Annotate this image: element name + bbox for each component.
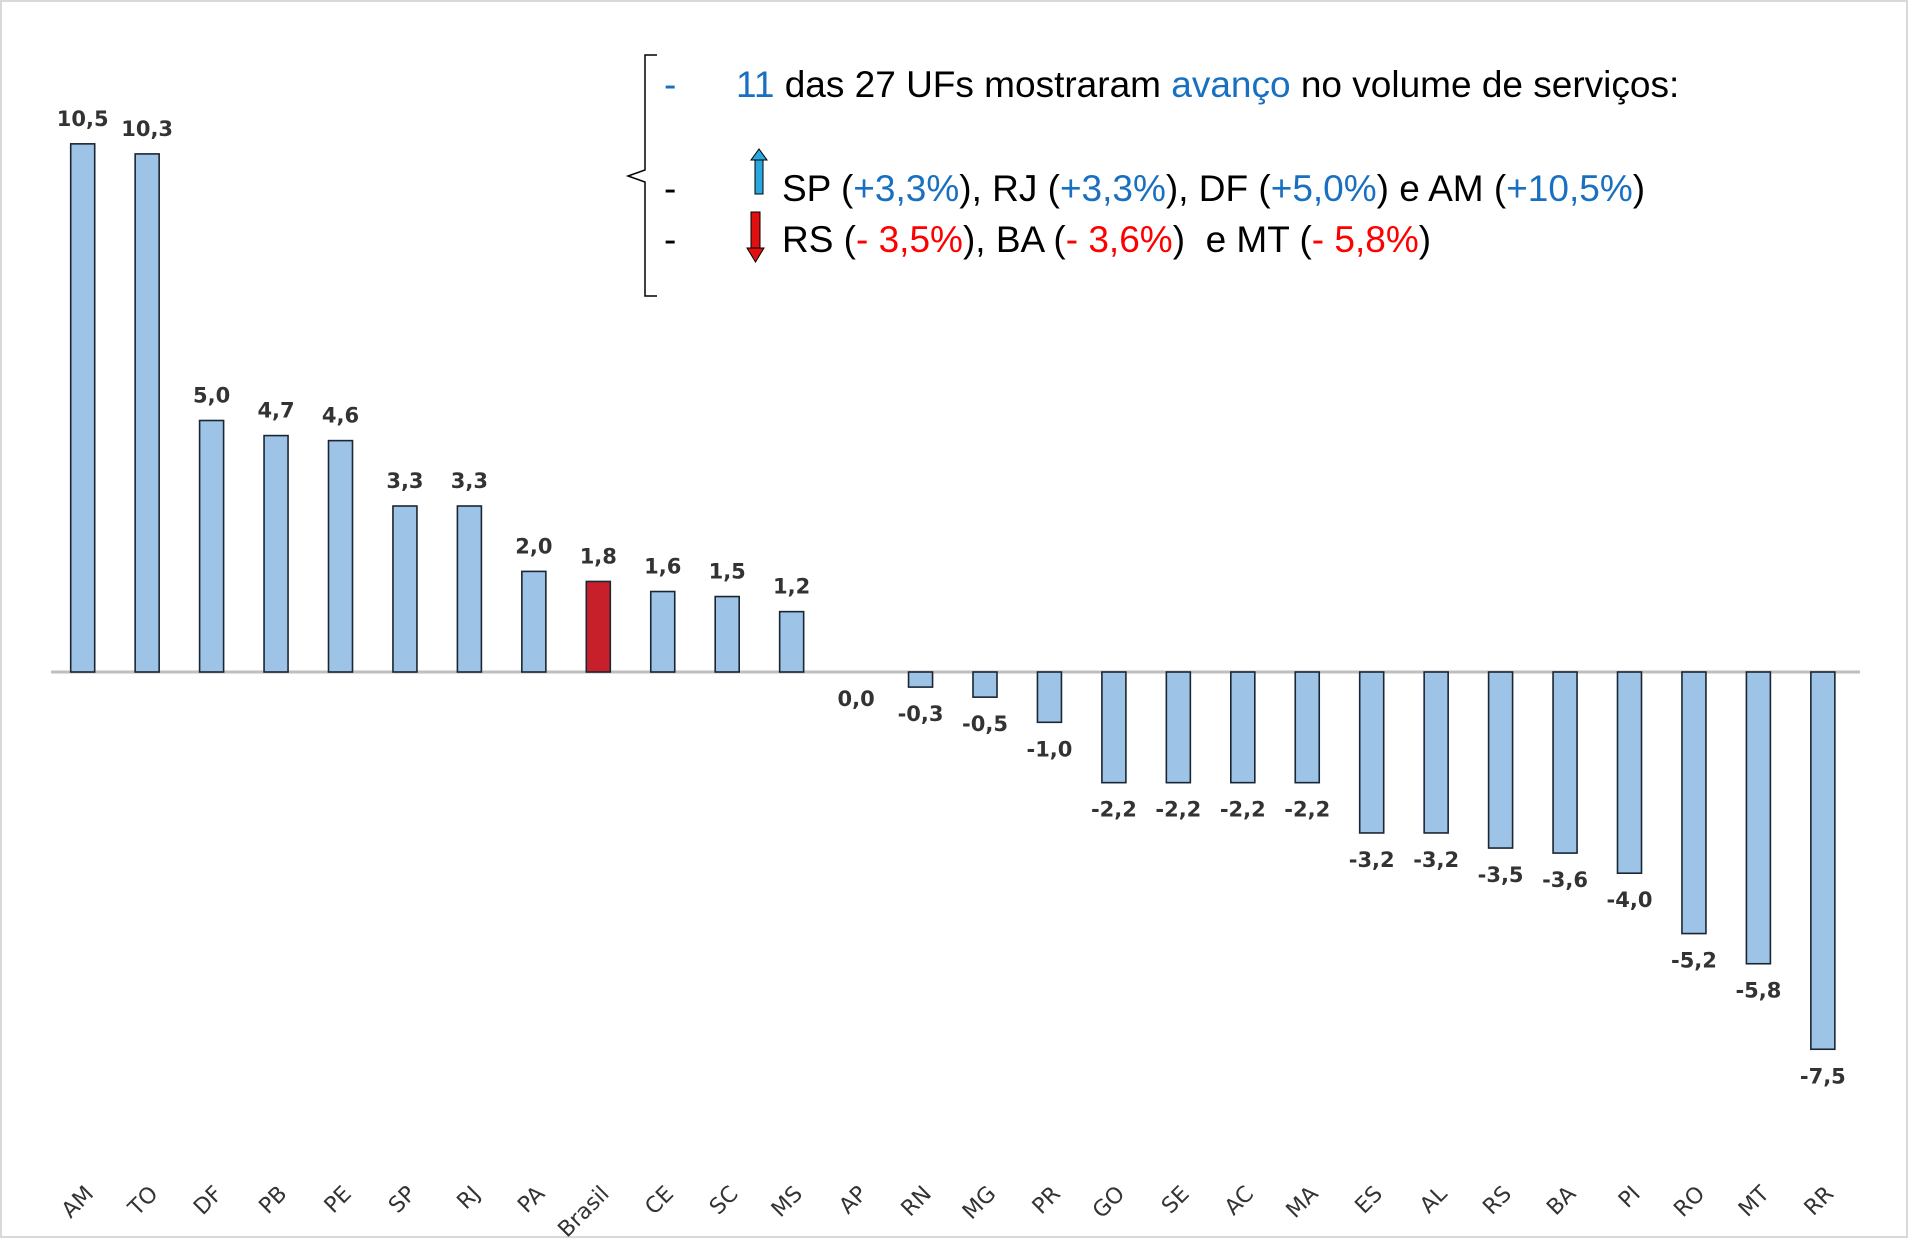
data-label: -2,2 [1284, 798, 1330, 822]
annotation-text: avanço [1171, 64, 1290, 105]
data-label: 2,0 [515, 534, 552, 558]
data-label: 5,0 [193, 384, 230, 408]
bullet: - [664, 168, 676, 209]
annotation-text: ), DF ( [1166, 168, 1271, 209]
data-label: -1,0 [1026, 737, 1072, 761]
annotation-text: no volume de serviços: [1291, 64, 1680, 105]
data-label: -3,2 [1413, 848, 1459, 872]
data-label: -5,2 [1671, 949, 1717, 973]
data-label: -0,3 [898, 702, 944, 726]
annotation-text: +3,3% [853, 168, 959, 209]
annotation-text: +5,0% [1271, 168, 1377, 209]
annotation-text: +3,3% [1060, 168, 1166, 209]
data-label: -4,0 [1607, 888, 1653, 912]
data-label: 1,6 [644, 555, 681, 579]
annotation-text: ) e AM ( [1377, 168, 1507, 209]
bar [392, 505, 418, 673]
annotation-line: SP (+3,3%), RJ (+3,3%), DF (+5,0%) e AM … [782, 168, 1645, 209]
annotation-line: 11 das 27 UFs mostraram avanço no volume… [736, 64, 1679, 105]
bar [1423, 671, 1449, 834]
data-label: -3,5 [1478, 863, 1524, 887]
bar [1165, 671, 1192, 784]
data-label: -3,6 [1542, 868, 1588, 892]
bar [327, 439, 354, 673]
brace [625, 54, 657, 297]
data-label: 0,0 [837, 687, 874, 711]
data-label: 4,7 [257, 399, 294, 423]
bar [585, 580, 612, 673]
bar [1294, 671, 1321, 784]
annotation-text: - 3,5% [856, 219, 963, 260]
data-label: 10,5 [57, 107, 109, 131]
annotation-text: ) e MT ( [1173, 219, 1313, 260]
data-label: -3,2 [1349, 848, 1395, 872]
annotation-text: RS ( [782, 219, 857, 260]
bar [1810, 671, 1836, 1051]
data-label: 10,3 [121, 117, 173, 141]
data-label: -7,5 [1800, 1064, 1846, 1088]
bar [907, 671, 934, 688]
data-label: 1,5 [709, 560, 746, 584]
annotation-text: 11 [736, 64, 774, 105]
bar [1616, 671, 1643, 874]
bar [972, 671, 998, 698]
bar [1230, 671, 1256, 784]
annotation-line: RS (- 3,5%), BA (- 3,6%) e MT (- 5,8%) [782, 219, 1431, 260]
data-label: 1,2 [773, 575, 810, 599]
bar [134, 153, 160, 673]
bullet: - [664, 219, 676, 260]
bar [714, 595, 741, 673]
bullet: - [664, 64, 676, 105]
annotation-text: SP ( [782, 168, 854, 209]
bar [1101, 671, 1127, 784]
data-label: 3,3 [386, 469, 423, 493]
annotation-text: ), BA ( [963, 219, 1066, 260]
annotation-text: ) [1419, 219, 1431, 260]
bar [521, 570, 547, 673]
bar [1745, 671, 1772, 965]
bar [198, 419, 225, 673]
bar [1681, 671, 1707, 935]
bar [1552, 671, 1578, 854]
data-label: -2,2 [1220, 798, 1266, 822]
bar [1036, 671, 1063, 724]
bar [69, 143, 96, 673]
bar [263, 434, 289, 673]
bar [1487, 671, 1514, 849]
annotation-text: das 27 UFs mostraram [774, 64, 1171, 105]
annotation-text: - 5,8% [1312, 219, 1419, 260]
annotation-text: ), RJ ( [959, 168, 1060, 209]
bar [1358, 671, 1385, 834]
data-label: 1,8 [580, 544, 617, 568]
arrow-down [746, 211, 765, 263]
annotation-text: - 3,6% [1066, 219, 1173, 260]
bar [649, 590, 676, 673]
data-label: -2,2 [1091, 798, 1137, 822]
annotation-text: ) [1633, 168, 1645, 209]
data-label: -2,2 [1155, 798, 1201, 822]
bar [778, 610, 805, 673]
data-label: -5,8 [1735, 979, 1781, 1003]
data-label: -0,5 [962, 712, 1008, 736]
annotation-text: +10,5% [1506, 168, 1633, 209]
arrow-up [750, 148, 768, 195]
data-label: 3,3 [451, 469, 488, 493]
bar [456, 505, 483, 673]
data-label: 4,6 [322, 404, 359, 428]
